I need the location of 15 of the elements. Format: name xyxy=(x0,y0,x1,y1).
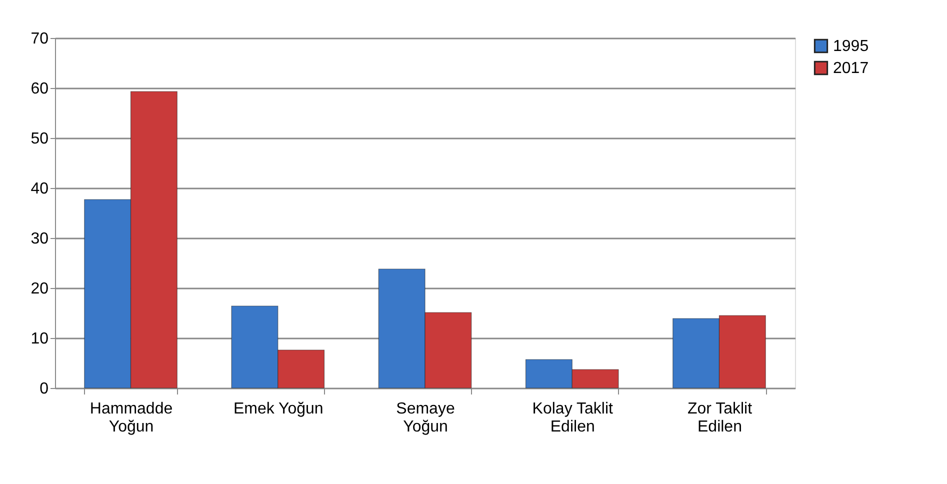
x-tick-label: Emek Yoğun xyxy=(233,400,324,418)
x-tick-label: Zor Taklit Edilen xyxy=(687,400,753,436)
x-tick-label: Kolay Taklit Edilen xyxy=(532,400,614,436)
y-tick-label: 20 xyxy=(30,280,49,298)
y-tick-label: 50 xyxy=(30,130,49,148)
y-tick-label: 30 xyxy=(30,230,49,248)
x-tick-label: Hammadde Yoğun xyxy=(90,400,173,436)
y-tick-label: 0 xyxy=(40,380,49,398)
legend-label: 1995 xyxy=(833,38,869,55)
y-tick-label: 60 xyxy=(30,80,49,98)
legend-label: 2017 xyxy=(833,60,869,77)
y-tick-label: 70 xyxy=(30,30,49,48)
y-tick-label: 40 xyxy=(30,180,49,198)
x-tick-label: Semaye Yoğun xyxy=(396,400,455,436)
y-tick-label: 10 xyxy=(30,330,49,348)
